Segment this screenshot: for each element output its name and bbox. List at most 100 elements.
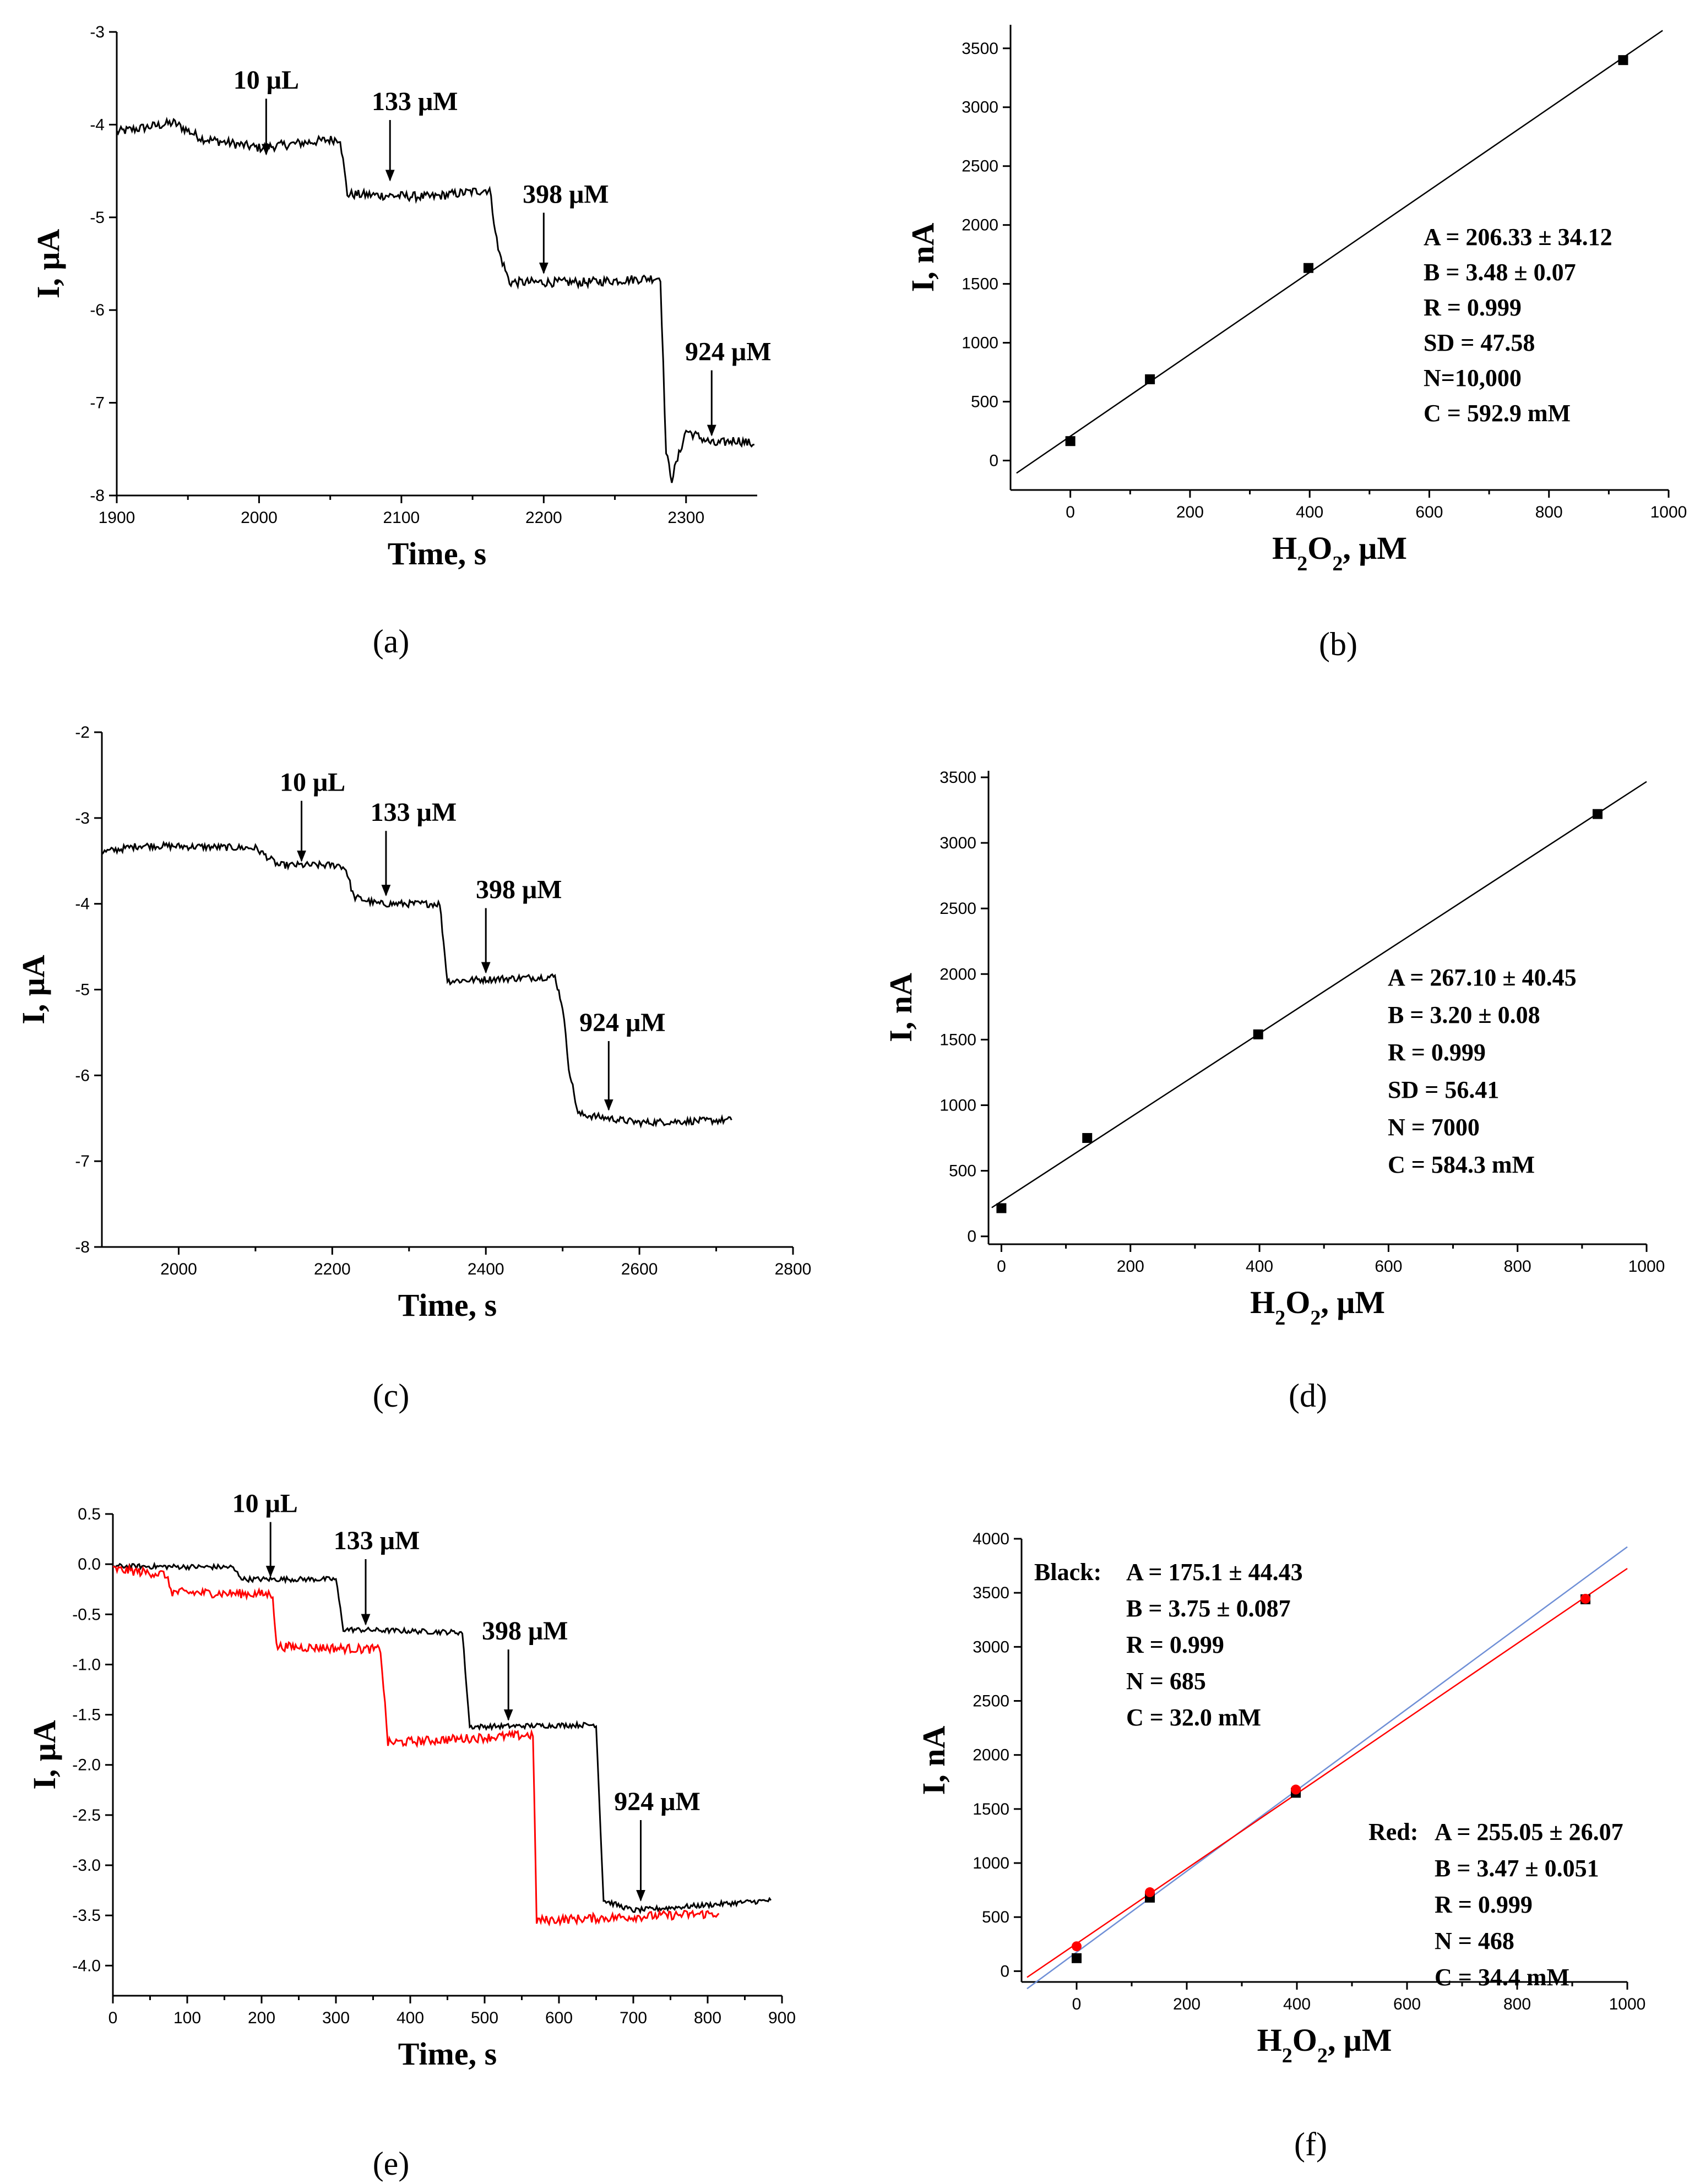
y-tick-label: 3500 [973,1584,1009,1602]
fit-line [991,781,1647,1208]
x-tick-label: 2200 [314,1260,351,1278]
x-tick-label: 200 [1117,1257,1144,1276]
x-tick-label: 1000 [1628,1257,1665,1276]
chart-b: 0 200 400 600 800 1000 0 500 1000 1500 2000 2500 300… [905,25,1687,662]
x-tick-label: 2200 [525,509,562,527]
x-tick-label: 0 [1066,503,1075,521]
x-axis-title-part: 2 [1332,552,1343,575]
x-tick-label: 400 [1283,1995,1311,2013]
y-tick-label: 3000 [939,834,976,852]
y-tick-label: 1000 [973,1854,1009,1872]
x-axis-title-part: , μM [1321,1284,1385,1320]
y-axis-title: I, μA [15,955,51,1024]
y-tick-label: 3000 [962,99,998,117]
y-tick-label: -6 [75,1066,90,1085]
stats-black-label: Black: [1034,1559,1101,1586]
x-tick-label: 1000 [1609,1995,1646,2013]
x-tick-label: 500 [471,2009,498,2027]
y-axis-title: I, nA [916,1726,952,1795]
y-tick-label: -2.0 [72,1756,101,1774]
annotation-label: 10 μL [233,66,299,95]
annotation-label: 10 μL [280,768,345,797]
fit-stat: SD = 47.58 [1424,329,1535,356]
x-tick-label: 2400 [468,1260,504,1278]
fit-stat-black: C = 32.0 mM [1126,1704,1261,1731]
y-tick-label: 0 [1000,1962,1009,1980]
y-tick-label: -3 [90,23,105,41]
y-tick-label: 500 [982,1908,1009,1926]
y-tick-label: 1000 [939,1096,976,1114]
x-tick-label: 400 [1296,503,1323,521]
x-axis-title-part: 2 [1282,2044,1292,2067]
panel-label: (a) [373,623,410,660]
y-tick-label: -7 [90,394,105,412]
x-axis-title: Time, s [398,2036,497,2072]
data-point [1145,374,1155,384]
data-point [1253,1029,1263,1039]
annotation-label: 398 μM [476,875,562,904]
x-tick-label: 800 [1535,503,1563,521]
fit-stat: R = 0.999 [1424,294,1522,321]
y-tick-label: -3.0 [72,1856,101,1875]
annotation-label: 924 μM [614,1787,700,1816]
y-tick-label: -1.0 [72,1655,101,1674]
y-axis-title: I, nA [905,223,941,292]
annotation-label: 133 μM [372,87,458,116]
y-tick-label: -6 [90,301,105,319]
annotation-label: 398 μM [482,1616,568,1646]
annotation-label: 924 μM [579,1008,666,1037]
data-point [1082,1133,1093,1143]
panel-label: (d) [1289,1377,1327,1414]
panel-label: (c) [373,1377,410,1414]
trace-current [101,840,732,1129]
annotation-label: 133 μM [371,798,457,827]
fit-stat-red: C = 34.4 mM [1435,1964,1569,1991]
y-tick-label: 2000 [939,965,976,983]
y-tick-label: 2000 [962,216,998,235]
data-point [1618,55,1628,66]
annotation-label: 398 μM [523,179,609,209]
y-tick-label: -4 [75,895,90,913]
x-tick-label: 200 [1176,503,1204,521]
data-point-red [1145,1887,1155,1898]
y-tick-label: 1500 [962,275,998,293]
y-tick-label: 2000 [973,1746,1009,1764]
x-tick-label: 600 [1415,503,1443,521]
y-tick-label: 3000 [973,1638,1009,1656]
panel-label: (e) [373,2145,410,2182]
y-tick-label: 0.0 [78,1555,101,1573]
x-tick-label: 400 [397,2009,424,2027]
data-point-red [1580,1593,1590,1604]
y-tick-label: 4000 [973,1530,1009,1548]
trace-current [116,117,755,483]
data-point [996,1203,1007,1213]
trace-black [112,1561,772,1915]
y-tick-label: 1000 [962,334,998,352]
x-axis-title: Time, s [388,536,486,571]
data-point [1065,436,1076,446]
y-tick-label: 1500 [973,1800,1009,1818]
annotation-label: 10 μL [232,1489,298,1518]
y-tick-label: -3 [75,809,90,827]
x-axis-title: H2O2, μM [1272,530,1407,575]
y-tick-label: -4 [90,116,105,134]
x-tick-label: 2300 [667,509,704,527]
fit-line [1026,1567,1628,1978]
x-tick-label: 1000 [1650,503,1687,521]
fit-stat: B = 3.48 ± 0.07 [1424,259,1576,286]
x-tick-label: 200 [248,2009,275,2027]
x-tick-label: 200 [1173,1995,1201,2013]
y-tick-label: -2 [75,723,90,742]
chart-e: 0 100 200 300 400 500 600 700 800 900 0.5 0.0 -0.5 -1… [26,1489,796,2182]
x-tick-label: 300 [322,2009,350,2027]
y-tick-label: -8 [75,1238,90,1256]
fit-stat: N = 7000 [1388,1114,1480,1141]
x-tick-label: 2000 [241,509,278,527]
data-point [1072,1953,1082,1963]
y-tick-label: 3500 [962,40,998,58]
x-axis-title-part: O [1307,530,1332,566]
x-tick-label: 600 [1375,1257,1402,1276]
chart-f: 0 200 400 600 800 1000 0 500 1000 1500 2000 2500 300… [916,1530,1645,2163]
x-tick-label: 2600 [621,1260,658,1278]
y-tick-label: -0.5 [72,1605,101,1624]
